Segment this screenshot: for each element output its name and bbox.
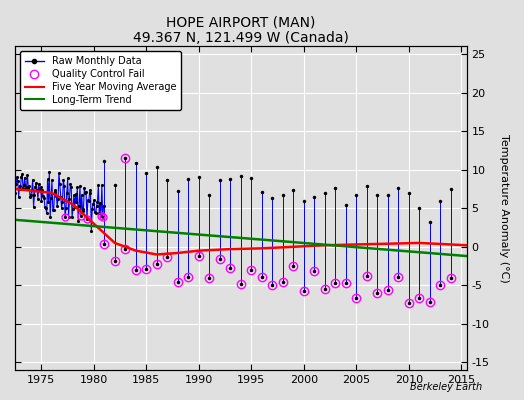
Text: Berkeley Earth: Berkeley Earth [410, 382, 482, 392]
Y-axis label: Temperature Anomaly (°C): Temperature Anomaly (°C) [499, 134, 509, 283]
Legend: Raw Monthly Data, Quality Control Fail, Five Year Moving Average, Long-Term Tren: Raw Monthly Data, Quality Control Fail, … [20, 51, 181, 110]
Title: HOPE AIRPORT (MAN)
49.367 N, 121.499 W (Canada): HOPE AIRPORT (MAN) 49.367 N, 121.499 W (… [133, 15, 349, 45]
